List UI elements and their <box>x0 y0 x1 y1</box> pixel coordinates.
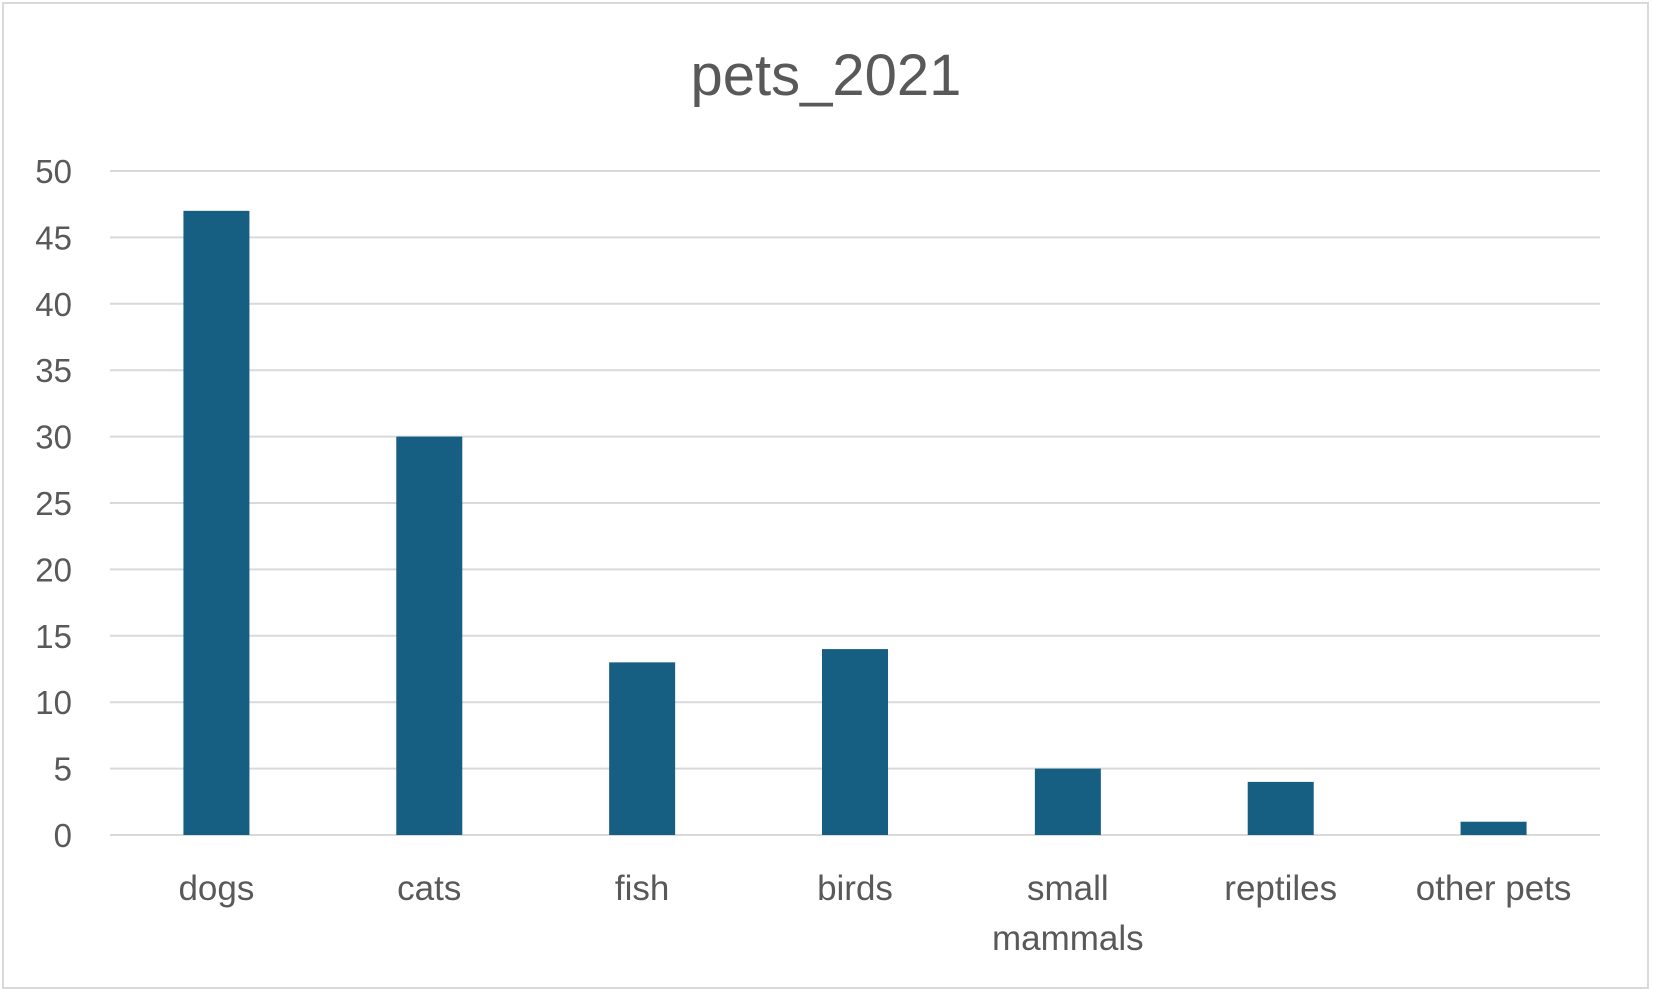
y-axis-ticks: 0 5 10 15 20 25 30 35 40 45 50 <box>35 153 72 854</box>
y-tick-label: 30 <box>35 419 72 456</box>
y-tick-label: 0 <box>54 817 72 854</box>
x-tick-label: other pets <box>1416 869 1572 908</box>
x-tick-label: small mammals <box>992 869 1144 958</box>
y-tick-label: 15 <box>35 618 72 655</box>
y-tick-label: 10 <box>35 684 72 721</box>
bar-fish <box>609 662 676 835</box>
bar-dogs <box>183 210 250 836</box>
x-axis-labels: dogs cats fish birds small mammals reptiles oth… <box>178 869 1571 958</box>
y-tick-label: 50 <box>35 153 72 190</box>
bar-birds <box>822 649 888 835</box>
gridlines <box>110 170 1600 836</box>
x-tick-label: birds <box>817 869 893 908</box>
bar-small-mammals <box>1034 768 1101 835</box>
x-tick-label: cats <box>397 869 461 908</box>
x-tick-label: reptiles <box>1224 869 1337 908</box>
bar-reptiles <box>1247 781 1314 835</box>
y-tick-label: 5 <box>54 751 72 788</box>
x-tick-label: dogs <box>178 869 254 908</box>
bar-cats <box>396 436 463 835</box>
y-tick-label: 45 <box>35 219 72 256</box>
y-tick-label: 25 <box>35 485 72 522</box>
y-tick-label: 35 <box>35 352 72 389</box>
chart-title: pets_2021 <box>691 43 962 108</box>
bars <box>183 210 1527 836</box>
x-tick-label: fish <box>615 869 669 908</box>
y-tick-label: 20 <box>35 551 72 588</box>
bar-other-pets <box>1460 821 1527 835</box>
y-tick-label: 40 <box>35 286 72 323</box>
